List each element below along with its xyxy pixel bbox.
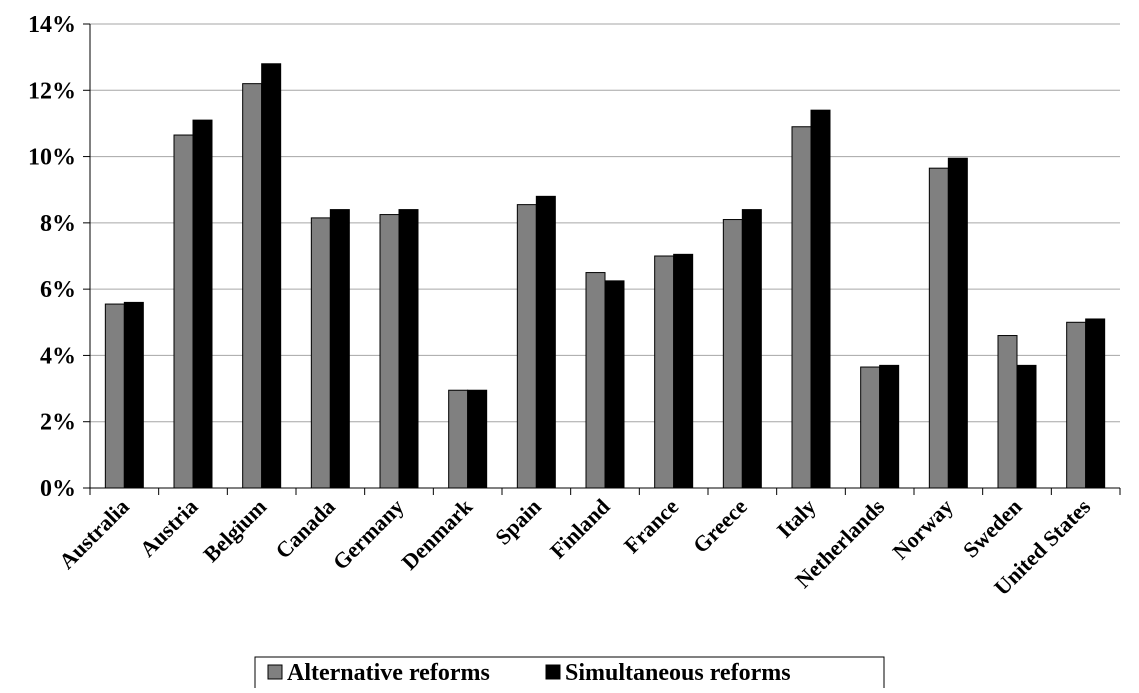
bar-alternative-spain bbox=[516, 204, 537, 489]
legend: Alternative reforms Simultaneous reforms bbox=[254, 656, 885, 693]
x-category-label: Italy bbox=[772, 494, 821, 543]
bar-simultaneous-sweden bbox=[1016, 364, 1037, 489]
bar-alternative-finland bbox=[585, 272, 606, 489]
bar-simultaneous-netherlands bbox=[879, 364, 900, 489]
bar-simultaneous-denmark bbox=[467, 389, 488, 489]
bar-alternative-austria bbox=[173, 134, 194, 489]
axes bbox=[83, 23, 1121, 495]
bar-alternative-australia bbox=[104, 303, 125, 489]
bar-simultaneous-canada bbox=[329, 209, 350, 489]
x-category-label: Austria bbox=[135, 494, 203, 562]
bar-simultaneous-spain bbox=[535, 195, 556, 489]
bar-alternative-norway bbox=[928, 167, 949, 489]
bar-alternative-italy bbox=[791, 126, 812, 489]
legend-swatch-simultaneous bbox=[545, 664, 561, 680]
bar-simultaneous-greece bbox=[741, 209, 762, 489]
bar-alternative-denmark bbox=[448, 389, 469, 489]
bar-alternative-belgium bbox=[242, 83, 263, 489]
x-category-label: Belgium bbox=[198, 494, 271, 567]
bar-alternative-canada bbox=[310, 217, 331, 489]
bar-simultaneous-austria bbox=[192, 119, 213, 489]
bar-alternative-greece bbox=[722, 219, 743, 489]
y-tick-label: 12% bbox=[28, 78, 76, 104]
bar-simultaneous-finland bbox=[604, 280, 625, 489]
x-category-label: Denmark bbox=[396, 493, 477, 574]
legend-label-simultaneous: Simultaneous reforms bbox=[565, 660, 791, 686]
bar-simultaneous-united-states bbox=[1085, 318, 1106, 489]
bar-simultaneous-france bbox=[673, 253, 694, 489]
y-tick-label: 6% bbox=[40, 277, 76, 303]
bar-simultaneous-norway bbox=[947, 157, 968, 489]
x-category-label: Australia bbox=[54, 494, 134, 574]
x-category-label: Greece bbox=[688, 494, 752, 558]
bar-alternative-netherlands bbox=[860, 366, 881, 489]
bar-alternative-sweden bbox=[997, 335, 1018, 489]
x-category-label: Spain bbox=[490, 494, 546, 550]
x-category-label: Finland bbox=[545, 494, 615, 564]
bar-simultaneous-belgium bbox=[261, 63, 282, 489]
y-tick-label: 0% bbox=[40, 476, 76, 502]
bar-simultaneous-germany bbox=[398, 209, 419, 489]
y-tick-label: 2% bbox=[40, 410, 76, 436]
bar-simultaneous-australia bbox=[123, 301, 144, 489]
x-category-label: Canada bbox=[270, 494, 340, 564]
legend-swatch-alternative bbox=[267, 664, 283, 680]
bar-alternative-germany bbox=[379, 214, 400, 489]
x-category-label: Sweden bbox=[958, 494, 1027, 563]
bar-simultaneous-italy bbox=[810, 109, 831, 489]
y-tick-label: 4% bbox=[40, 343, 76, 369]
x-category-label: Norway bbox=[887, 494, 957, 564]
y-tick-label: 14% bbox=[28, 12, 76, 38]
bar-alternative-united-states bbox=[1066, 321, 1087, 489]
y-axis-tick-labels: 0% 2% 4% 6% 8% 10% 12% 14% bbox=[28, 12, 76, 502]
bar-alternative-france bbox=[654, 255, 675, 489]
legend-box bbox=[254, 656, 885, 693]
x-category-label: France bbox=[619, 494, 683, 558]
bars bbox=[104, 63, 1106, 489]
y-tick-label: 8% bbox=[40, 211, 76, 237]
y-tick-label: 10% bbox=[28, 145, 76, 171]
legend-label-alternative: Alternative reforms bbox=[287, 660, 490, 686]
x-category-label: Germany bbox=[328, 494, 409, 575]
